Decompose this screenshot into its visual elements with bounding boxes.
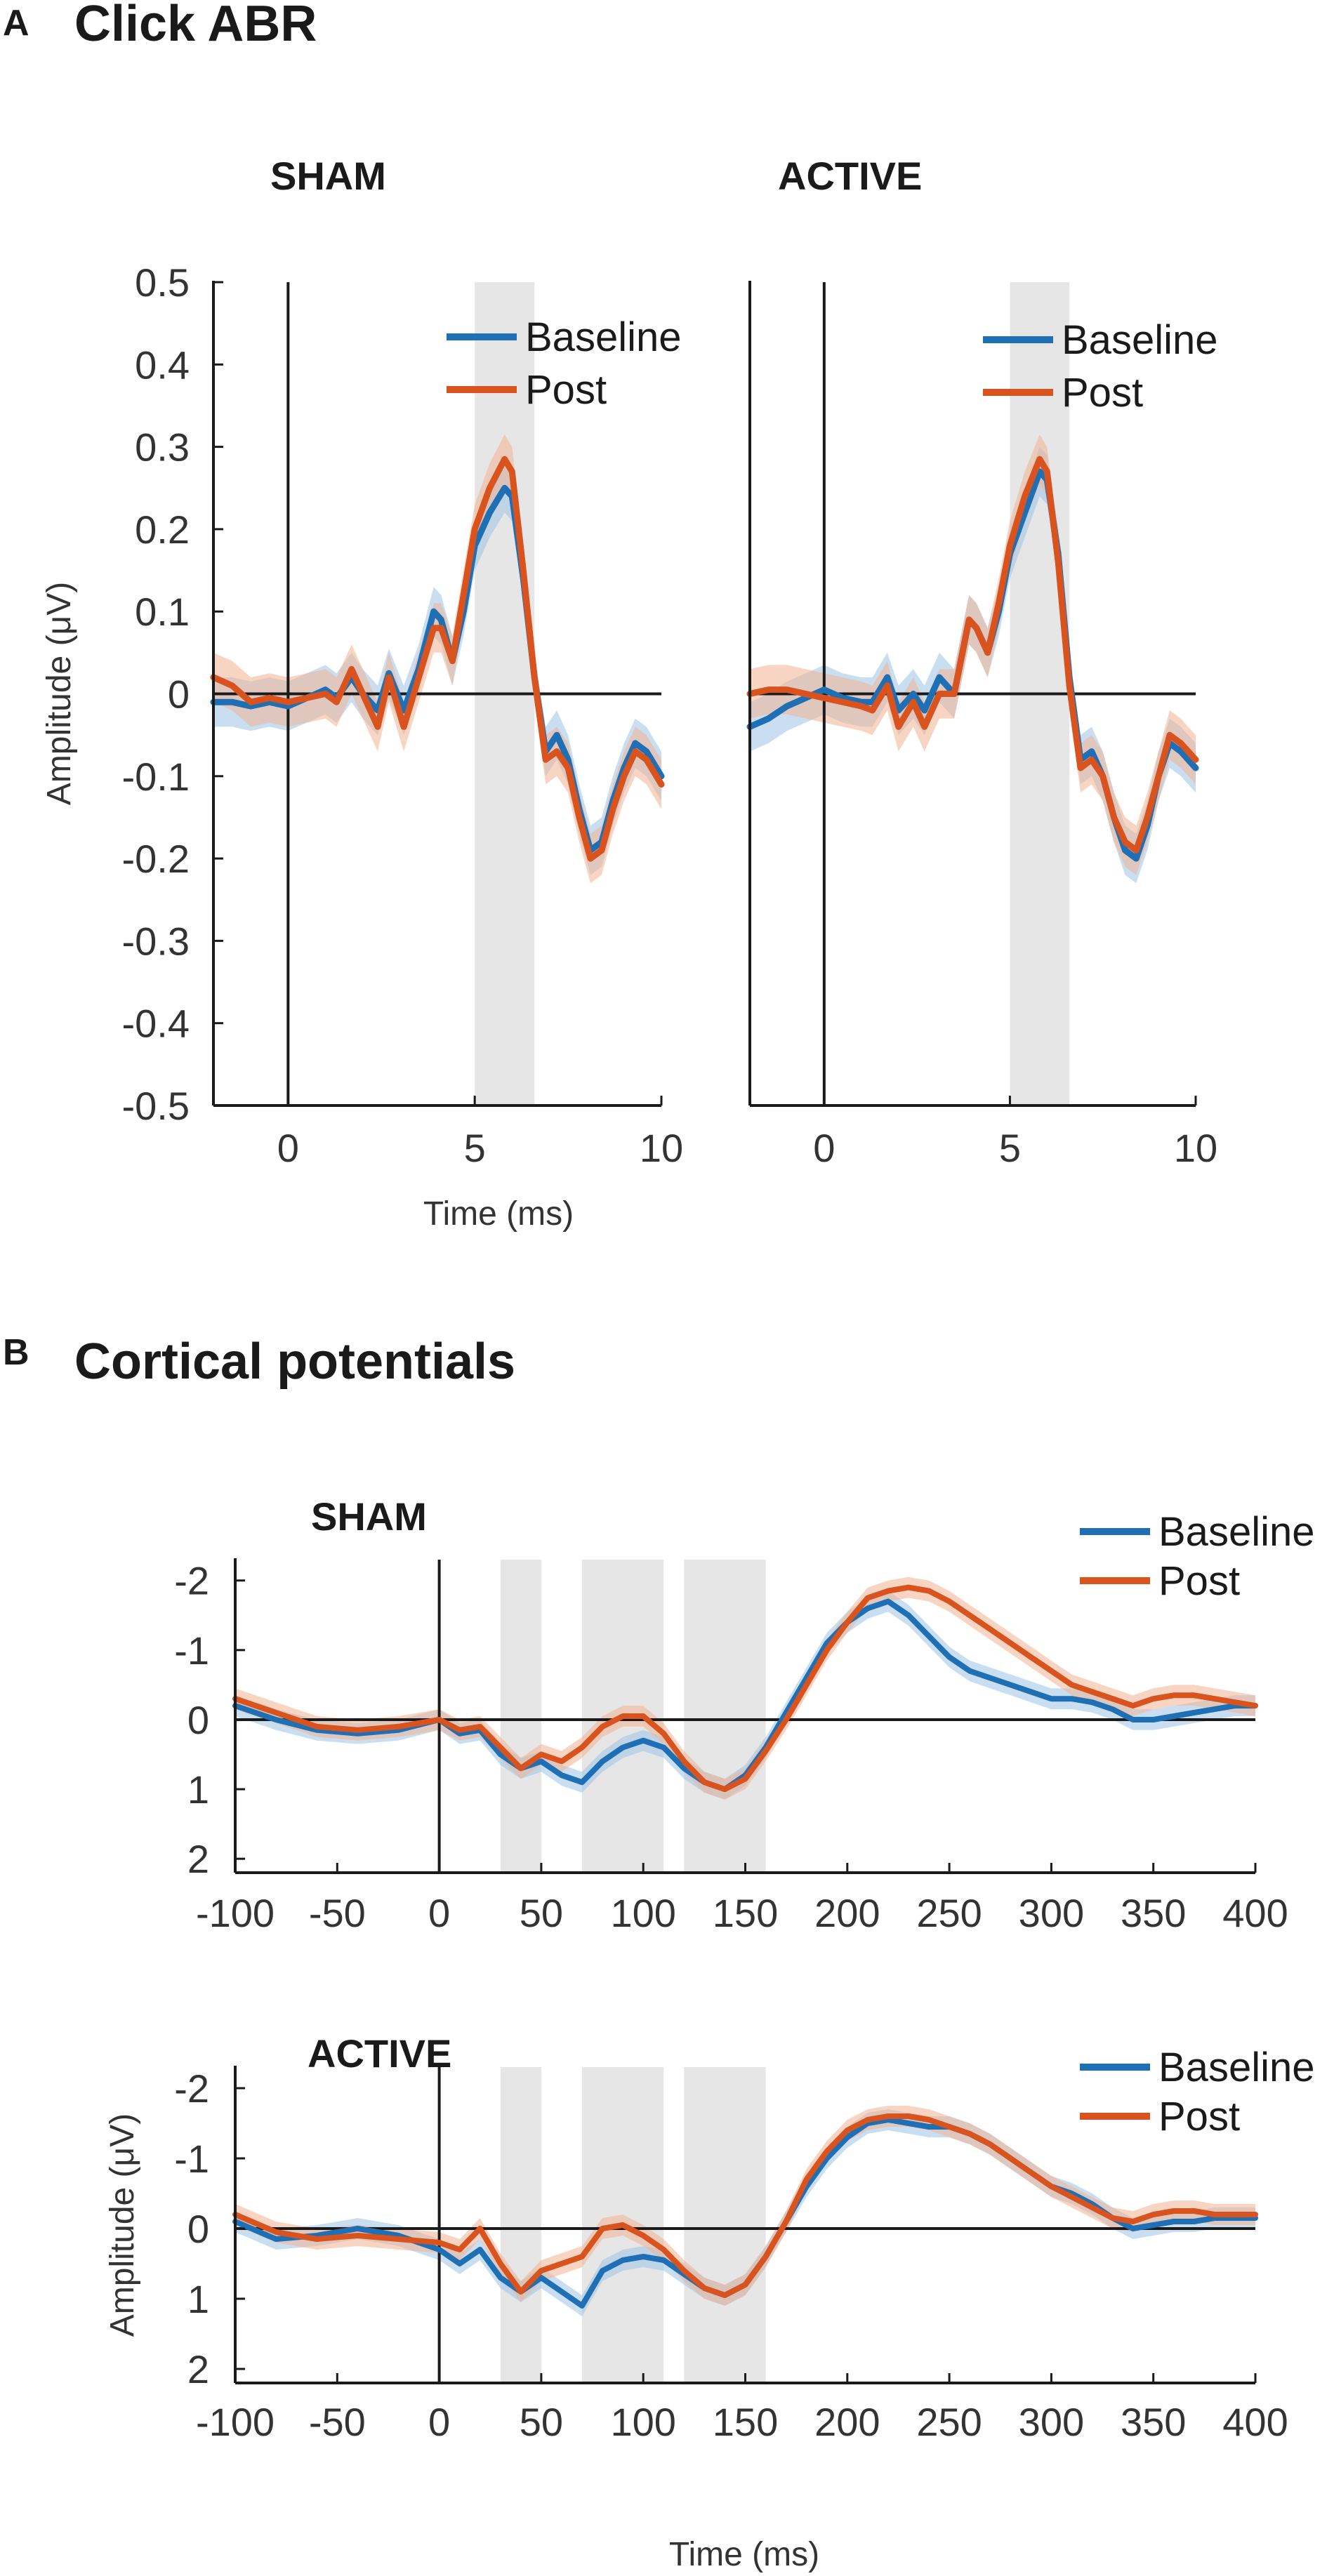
x-tick-label: 0 <box>277 1126 299 1170</box>
y-axis-label: Amplitude (μV) <box>104 2113 141 2337</box>
x-tick-label: 400 <box>1222 2400 1288 2444</box>
x-tick-label: 300 <box>1019 2400 1084 2444</box>
y-tick-label: 2 <box>187 2347 209 2391</box>
band-post <box>750 434 1196 875</box>
legend-label-baseline: Baseline <box>1158 2045 1314 2090</box>
chart-abr_active: 0 5 10 ACTIVE Baseline Post <box>746 154 1217 1170</box>
y-tick-label: 0.5 <box>135 260 190 305</box>
legend-label-post: Post <box>1158 2094 1240 2139</box>
legend-label-post: Post <box>525 367 607 413</box>
x-tick-label: 350 <box>1121 1891 1186 1935</box>
shaded-window-2 <box>684 2067 766 2383</box>
band-baseline <box>213 463 661 875</box>
x-tick-label: 250 <box>916 1891 982 1935</box>
x-tick-label: 200 <box>814 2400 880 2444</box>
panel-b-letter: B <box>3 1332 29 1373</box>
shaded-window-0 <box>500 2067 541 2383</box>
x-tick-label: 5 <box>464 1126 486 1170</box>
band-post <box>213 434 661 884</box>
panel-a-letter: A <box>3 3 29 44</box>
x-tick-label: 5 <box>999 1126 1021 1170</box>
x-tick-label: 400 <box>1222 1891 1288 1935</box>
series-line-baseline <box>746 468 1199 862</box>
y-tick-label: -2 <box>174 2066 209 2111</box>
chart-title: SHAM <box>311 1494 427 1539</box>
panel-a-title: Click ABR <box>74 0 317 52</box>
x-axis-label: Time (ms) <box>669 2536 819 2573</box>
x-tick-label: -100 <box>196 1891 275 1935</box>
chart-title: ACTIVE <box>308 2031 451 2076</box>
x-tick-label: 100 <box>610 2400 675 2444</box>
x-tick-label: 150 <box>713 1891 778 1935</box>
x-tick-label: 10 <box>640 1126 683 1170</box>
y-tick-label: -1 <box>174 1628 209 1673</box>
y-tick-label: 0 <box>168 672 190 717</box>
x-tick-label: 150 <box>713 2400 778 2444</box>
legend-label-baseline: Baseline <box>525 314 681 360</box>
series-line-post <box>232 1584 1258 1793</box>
series-line-post <box>232 2113 1258 2298</box>
y-tick-label: -0.5 <box>122 1084 190 1128</box>
y-tick-label: -0.3 <box>122 919 190 963</box>
panel-b-title: Cortical potentials <box>74 1334 515 1390</box>
x-tick-label: 300 <box>1019 1891 1084 1935</box>
y-tick-label: 0.1 <box>135 590 190 634</box>
series-line-post <box>210 456 665 862</box>
series-line-baseline <box>232 1598 1258 1793</box>
legend-label-post: Post <box>1158 1558 1240 1604</box>
x-tick-label: 10 <box>1174 1126 1217 1170</box>
y-tick-label: 0.4 <box>135 343 190 387</box>
y-tick-label: 0 <box>187 1698 209 1742</box>
x-tick-label: 0 <box>428 1891 450 1935</box>
x-tick-label: 200 <box>814 1891 880 1935</box>
shaded-window-2 <box>684 1560 766 1873</box>
y-tick-label: -0.2 <box>122 837 190 881</box>
x-tick-label: 50 <box>520 1891 563 1935</box>
y-tick-label: 0 <box>187 2207 209 2251</box>
y-tick-label: -1 <box>174 2137 209 2181</box>
y-tick-label: 1 <box>187 2277 209 2321</box>
x-tick-label: 0 <box>428 2400 450 2444</box>
chart-title: SHAM <box>270 154 386 198</box>
shaded-window-0 <box>500 1560 541 1873</box>
y-tick-label: -0.4 <box>122 1002 190 1046</box>
charts-group: 0.50.40.30.20.10-0.1-0.2-0.3-0.4-0.50 5 10… <box>41 154 1314 2573</box>
y-tick-label: -2 <box>174 1559 209 1603</box>
x-tick-label: -100 <box>196 2400 275 2444</box>
y-tick-label: -0.1 <box>122 755 190 799</box>
legend-label-post: Post <box>1062 370 1143 416</box>
y-tick-label: 1 <box>187 1767 209 1812</box>
x-tick-label: 350 <box>1121 2400 1186 2444</box>
x-axis-label: Time (ms) <box>423 1195 574 1233</box>
y-tick-label: 0.2 <box>135 507 190 552</box>
x-tick-label: 0 <box>813 1126 835 1170</box>
x-tick-label: 50 <box>520 2400 563 2444</box>
chart-abr_sham: 0.5 0.4 0.3 0.2 0.1 0 -0.1 -0.2 -0.3 -0.4 -0.5 0 5 10… <box>41 154 683 1233</box>
legend-label-baseline: Baseline <box>1062 317 1217 363</box>
series-line-baseline <box>210 484 665 854</box>
x-tick-label: -50 <box>309 1891 366 1935</box>
chart-cortical_active: -2 -1 0 1 2 -100 -50 0 50 100 150 200 250 300 350 400 AC… <box>104 2031 1314 2573</box>
series-line-post <box>746 456 1199 854</box>
y-tick-label: 0.3 <box>135 425 190 470</box>
x-tick-label: 250 <box>916 2400 982 2444</box>
x-tick-label: -50 <box>309 2400 366 2444</box>
band-baseline <box>750 446 1196 884</box>
legend-label-baseline: Baseline <box>1158 1509 1314 1555</box>
band-post <box>235 2106 1255 2306</box>
y-tick-label: 2 <box>187 1837 209 1881</box>
chart-cortical_sham: -2 -1 0 1 2 -100 -50 0 50 100 150 200 250 300 350 400 SH… <box>174 1494 1314 1935</box>
x-tick-label: 100 <box>610 1891 675 1935</box>
chart-title: ACTIVE <box>778 154 922 198</box>
y-axis-label: Amplitude (μV) <box>41 582 78 805</box>
